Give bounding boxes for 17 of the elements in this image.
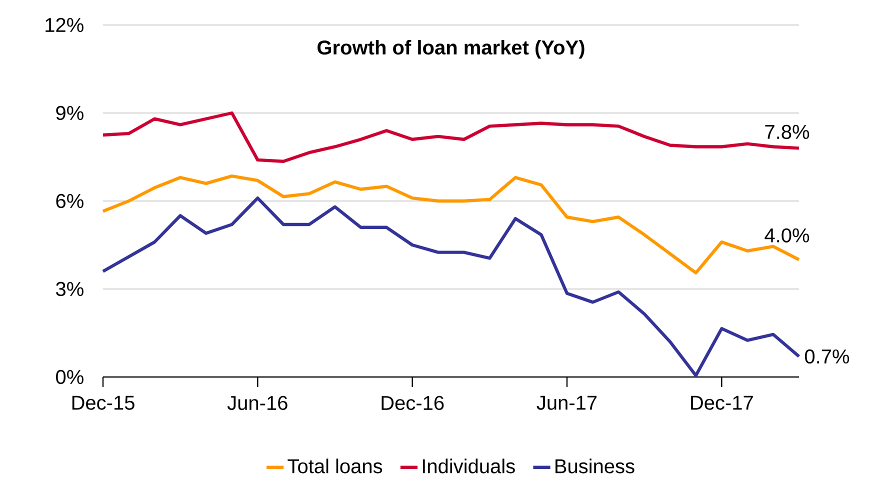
y-tick-label: 3% [56, 282, 84, 296]
x-tick-label: Dec-17 [691, 396, 753, 410]
x-tick-label: Jun-17 [536, 396, 597, 410]
legend-label: Business [556, 458, 634, 474]
x-tick-label: Dec-16 [382, 396, 444, 410]
legend-label: Individuals [422, 458, 515, 474]
annotation: 4.0% [764, 228, 810, 242]
y-tick-label: 12% [46, 18, 84, 32]
annotation: 0.7% [804, 349, 850, 364]
text: Growth of loan market (YoY) [318, 40, 584, 59]
y-tick-label: 9% [56, 106, 84, 120]
y-tick-label: 6% [56, 194, 84, 208]
x-tick-label: Jun-16 [227, 396, 288, 410]
annotation: 7.8% [765, 124, 810, 139]
legend-label: Total loans [288, 458, 382, 474]
x-tick-label: Dec-15 [72, 396, 134, 410]
y-tick-label: 0% [56, 370, 84, 384]
